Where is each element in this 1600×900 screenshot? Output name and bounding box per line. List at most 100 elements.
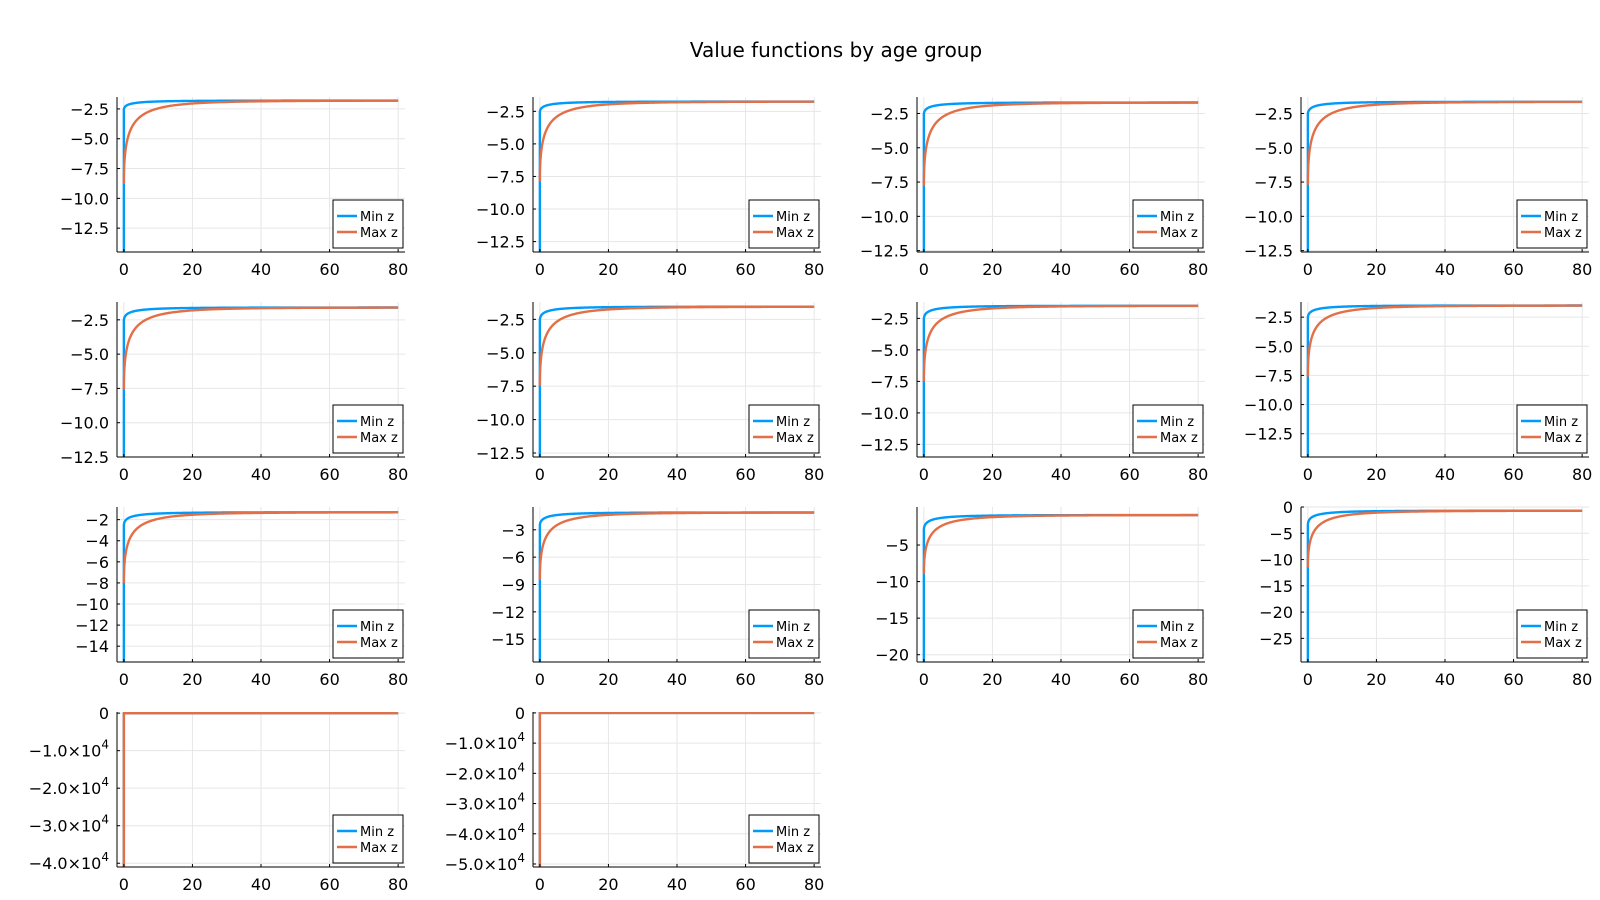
y-tick-label: −10 [75, 595, 109, 614]
series-line-max-z [538, 305, 815, 388]
series-line-max-z [122, 99, 399, 186]
x-tick-label: 40 [1435, 670, 1455, 689]
x-tick-label: 0 [535, 875, 545, 894]
x-tick-label: 0 [1303, 670, 1313, 689]
y-tick-label: −2.5 [70, 311, 109, 330]
x-tick-label: 80 [388, 875, 408, 894]
y-tick-label: −12.5 [1244, 242, 1293, 261]
y-tick-label: −4.0×104 [445, 821, 525, 844]
legend-label: Max z [776, 636, 814, 651]
x-tick-label: 60 [1503, 260, 1523, 279]
y-tick-label: −2.5 [70, 100, 109, 119]
x-tick-label: 20 [182, 465, 202, 484]
x-tick-label: 60 [1119, 465, 1139, 484]
x-tick-label: 40 [1051, 670, 1071, 689]
x-tick-label: 20 [182, 670, 202, 689]
subplot-4: 0 20 40 60 80 −2.5 −5.0 −7.5 −10.0 −12.5 Min zMax … [1244, 97, 1592, 279]
series-line-max-z [122, 712, 399, 867]
y-tick-label: −15 [875, 609, 909, 628]
legend-label: Min z [1544, 415, 1578, 430]
x-tick-label: 20 [982, 260, 1002, 279]
y-tick-label: −14 [75, 637, 109, 656]
x-tick-label: 0 [919, 260, 929, 279]
legend-box [748, 404, 820, 454]
legend-label: Max z [360, 226, 398, 241]
y-tick-label: −7.5 [70, 160, 109, 179]
legend-box [1516, 199, 1588, 249]
y-tick-label: −20 [1259, 603, 1293, 622]
x-tick-label: 60 [1119, 670, 1139, 689]
y-tick-label: −25 [1259, 629, 1293, 648]
legend-label: Max z [776, 431, 814, 446]
y-tick-label: −2.5 [1254, 104, 1293, 123]
y-tick-label: −7.5 [1254, 366, 1293, 385]
legend-box [1132, 404, 1204, 454]
legend-box [748, 199, 820, 249]
y-tick-label: −10 [875, 573, 909, 592]
y-tick-label: −5.0 [1254, 139, 1293, 158]
y-tick-label: −9 [501, 576, 525, 595]
y-tick-label: −7.5 [486, 167, 525, 186]
y-tick-label: −10.0 [476, 200, 525, 219]
y-tick-label: −5.0 [870, 139, 909, 158]
y-tick-label: −12 [75, 616, 109, 635]
legend-label: Max z [360, 636, 398, 651]
x-tick-label: 20 [598, 875, 618, 894]
y-tick-label: −7.5 [1254, 173, 1293, 192]
series-line-max-z [122, 511, 399, 584]
x-tick-label: 40 [251, 875, 271, 894]
series-line-max-z [922, 101, 1199, 188]
y-tick-label: −5.0 [870, 341, 909, 360]
x-tick-label: 80 [1572, 670, 1592, 689]
x-tick-label: 60 [735, 670, 755, 689]
x-tick-label: 60 [319, 260, 339, 279]
x-tick-label: 80 [1572, 260, 1592, 279]
x-tick-label: 80 [804, 875, 824, 894]
x-tick-label: 80 [1188, 260, 1208, 279]
y-tick-label: −3 [501, 521, 525, 540]
y-tick-label: −12.5 [860, 242, 909, 261]
x-tick-label: 20 [982, 465, 1002, 484]
x-tick-label: 0 [1303, 465, 1313, 484]
x-tick-label: 80 [388, 465, 408, 484]
x-tick-label: 0 [119, 670, 129, 689]
subplot-1: 0 20 40 60 80 −2.5 −5.0 −7.5 −10.0 −12.5 Min zMax … [60, 97, 408, 279]
x-tick-label: 20 [1366, 260, 1386, 279]
y-tick-label: −12.5 [860, 435, 909, 454]
y-tick-label: −2.5 [1254, 308, 1293, 327]
y-tick-label: −15 [491, 630, 525, 649]
legend-label: Max z [1544, 636, 1582, 651]
y-tick-label: −5.0 [70, 130, 109, 149]
subplot-8: 0 20 40 60 80 −2.5 −5.0 −7.5 −10.0 −12.5 Min zMax … [1244, 302, 1592, 484]
x-tick-label: 20 [982, 670, 1002, 689]
x-tick-label: 60 [1119, 260, 1139, 279]
x-tick-label: 40 [251, 465, 271, 484]
x-tick-label: 80 [804, 465, 824, 484]
x-tick-label: 80 [1572, 465, 1592, 484]
legend-label: Min z [1160, 210, 1194, 225]
y-tick-label: −10.0 [1244, 396, 1293, 415]
legend-label: Min z [1544, 210, 1578, 225]
legend-label: Max z [360, 431, 398, 446]
x-tick-label: 0 [119, 465, 129, 484]
y-tick-label: −2.5 [870, 104, 909, 123]
series-line-max-z [922, 513, 1199, 576]
legend-label: Min z [776, 415, 810, 430]
y-tick-label: −2 [85, 511, 109, 530]
x-tick-label: 80 [804, 670, 824, 689]
y-tick-label: −1.0×104 [445, 730, 525, 753]
x-tick-label: 20 [182, 260, 202, 279]
y-tick-label: 0 [99, 704, 109, 723]
x-tick-label: 80 [388, 260, 408, 279]
legend-label: Max z [1544, 226, 1582, 241]
y-tick-label: −5.0 [70, 345, 109, 364]
